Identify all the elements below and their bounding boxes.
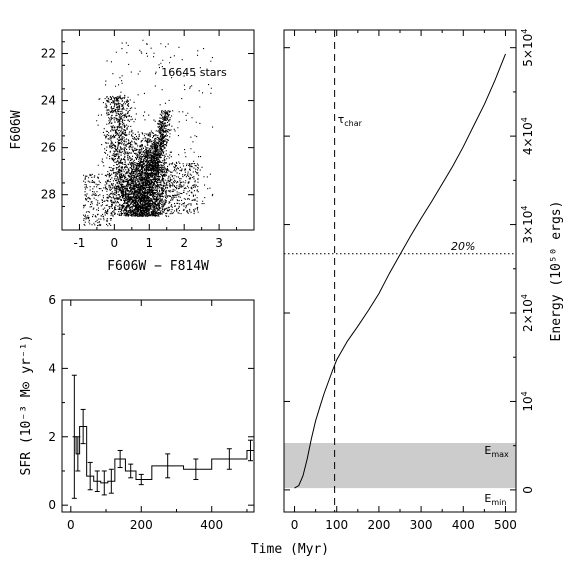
time-axis-label: Time (Myr) xyxy=(251,542,329,557)
cmd-y-tick-label: 22 xyxy=(41,47,56,61)
sfr-panel: 0 200 400 0 2 4 6 SFR (10⁻³ M⊙ yr⁻¹) xyxy=(19,293,255,532)
sfr-step-line xyxy=(72,426,254,484)
sfr-error-bar xyxy=(87,461,93,491)
energy-panel: 0 100 200 300 400 500 0 104 2×104 3×104 4×104 5×104… xyxy=(251,29,564,557)
sfr-error-bar xyxy=(101,470,107,496)
sfr-y-axis-label: SFR (10⁻³ M⊙ yr⁻¹) xyxy=(19,335,34,476)
energy-x-tick-label: 400 xyxy=(452,518,475,532)
cmd-y-tick-label: 26 xyxy=(41,141,56,155)
energy-y-tick-label: 5×104 xyxy=(520,29,535,67)
sfr-y-tick-label: 2 xyxy=(48,430,56,444)
sfr-error-bar xyxy=(138,473,144,486)
sfr-error-bar xyxy=(75,436,81,472)
cmd-panel: -1 0 1 2 3 22 24 26 28 16645 stars F606W − F814W… xyxy=(9,29,255,274)
cmd-x-tick-label: -1 xyxy=(73,236,85,250)
sfr-x-tick-label: 400 xyxy=(200,518,223,532)
sfr-y-tick-label: 4 xyxy=(48,361,56,375)
sfr-error-bar xyxy=(247,439,253,462)
cmd-points xyxy=(83,39,214,227)
sfr-error-bar xyxy=(94,470,100,492)
sfr-y-tick-label: 6 xyxy=(48,293,56,307)
cmd-x-tick-label: 0 xyxy=(111,236,119,250)
cmd-y-tick-label: 24 xyxy=(41,94,56,108)
cmd-x-tick-label: 3 xyxy=(215,236,223,250)
cmd-x-tick-label: 2 xyxy=(180,236,188,250)
energy-y-tick-label: 0 xyxy=(521,486,535,494)
threshold-label: 20% xyxy=(451,240,475,253)
sfr-x-tick-label: 200 xyxy=(130,518,153,532)
sfr-error-bar xyxy=(165,453,171,479)
sfr-step-series xyxy=(71,374,254,499)
energy-x-tick-label: 500 xyxy=(494,518,517,532)
sfr-ticks: 0 200 400 0 2 4 6 xyxy=(48,293,254,532)
energy-y-tick-label: 4×104 xyxy=(520,117,535,155)
energy-band xyxy=(284,443,516,489)
sfr-error-bar xyxy=(193,458,199,481)
sfr-error-bar xyxy=(71,374,77,499)
sfr-x-tick-label: 0 xyxy=(67,518,75,532)
emax-label: Emax xyxy=(484,444,509,459)
energy-x-tick-label: 300 xyxy=(410,518,433,532)
sfr-frame xyxy=(61,299,255,513)
energy-y-tick-label: 2×104 xyxy=(520,294,535,332)
energy-x-tick-label: 0 xyxy=(291,518,299,532)
cmd-x-axis-label: F606W − F814W xyxy=(107,259,209,274)
sfr-error-bar xyxy=(226,448,232,470)
sfr-error-bar xyxy=(117,449,123,469)
cmd-frame xyxy=(61,29,255,231)
cmd-y-axis-label: F606W xyxy=(9,110,24,149)
cmd-annotation: 16645 stars xyxy=(161,66,227,79)
cmd-y-tick-label: 28 xyxy=(41,188,56,202)
cmd-x-tick-label: 1 xyxy=(145,236,153,250)
tau-char-label: τchar xyxy=(338,113,363,128)
cmd-ticks: -1 0 1 2 3 22 24 26 28 xyxy=(41,30,254,250)
energy-curve xyxy=(294,53,506,489)
sfr-error-bar xyxy=(80,408,86,445)
sfr-error-bar xyxy=(128,463,134,479)
sfr-error-bar xyxy=(108,468,114,494)
energy-y-axis-label: Energy (10⁵⁰ ergs) xyxy=(549,201,564,342)
energy-x-tick-label: 200 xyxy=(367,518,390,532)
energy-frame xyxy=(283,29,517,513)
cmd-star-points xyxy=(83,39,214,227)
energy-y-tick-label: 3×104 xyxy=(520,206,535,244)
energy-ticks: 0 100 200 300 400 500 0 104 2×104 3×104 4×104 5×104 xyxy=(284,29,535,532)
emin-label: Emin xyxy=(484,492,506,507)
energy-y-tick-label: 104 xyxy=(520,391,535,411)
energy-x-tick-label: 100 xyxy=(325,518,348,532)
sfr-y-tick-label: 0 xyxy=(48,498,56,512)
